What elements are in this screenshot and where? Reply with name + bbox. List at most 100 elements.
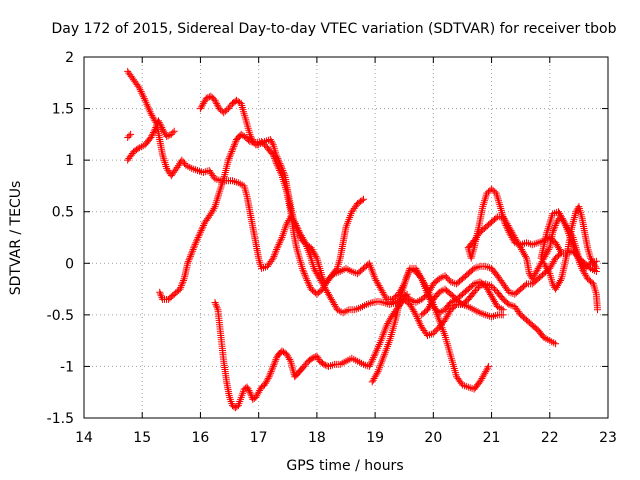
y-axis-label: SDTVAR / TECUs	[8, 181, 24, 296]
data-point	[246, 388, 254, 396]
x-tick-label: 19	[366, 430, 384, 446]
data-point	[228, 148, 236, 155]
data-point	[163, 132, 171, 140]
data-point	[358, 196, 366, 204]
x-tick-label: 17	[250, 430, 268, 446]
data-point	[488, 282, 496, 290]
data-point	[273, 246, 281, 253]
data-point	[164, 166, 172, 174]
data-point	[499, 311, 507, 319]
data-point	[167, 130, 175, 138]
data-point	[414, 314, 421, 322]
data-point	[484, 364, 492, 372]
data-point	[200, 222, 207, 229]
data-point	[312, 252, 320, 260]
data-point	[295, 230, 303, 238]
data-point	[273, 244, 281, 252]
data-point	[286, 356, 294, 363]
data-point	[269, 362, 277, 370]
x-tick-label: 20	[424, 430, 442, 446]
data-point	[195, 232, 203, 240]
data-point	[188, 249, 196, 257]
data-point	[127, 130, 135, 138]
data-point	[196, 230, 204, 238]
data-point	[207, 210, 215, 218]
data-point	[305, 280, 313, 288]
data-point	[213, 100, 221, 108]
y-tick-label: 0.5	[52, 205, 74, 221]
data-point	[157, 292, 165, 300]
data-point	[226, 151, 234, 159]
data-point	[290, 218, 298, 226]
data-point	[271, 357, 279, 365]
x-tick-label: 15	[133, 430, 151, 446]
data-point	[247, 132, 255, 140]
data-point	[442, 273, 450, 281]
x-tick-label: 16	[192, 430, 210, 446]
data-point	[272, 247, 280, 255]
data-point	[275, 156, 282, 164]
series-arc-b	[124, 130, 135, 141]
data-point	[190, 244, 198, 252]
data-point	[415, 318, 423, 326]
data-point	[416, 320, 424, 328]
data-point	[591, 263, 599, 271]
data-point	[136, 86, 144, 94]
data-point	[147, 134, 155, 141]
data-point	[413, 313, 421, 321]
data-point	[279, 167, 287, 174]
data-point	[306, 282, 313, 290]
data-point	[161, 129, 169, 137]
data-point	[557, 277, 564, 284]
data-point	[550, 225, 558, 233]
y-tick-label: -0.5	[47, 308, 74, 324]
data-point	[155, 117, 162, 125]
data-point	[245, 387, 253, 394]
data-point	[367, 359, 375, 367]
data-point	[444, 275, 452, 283]
data-point	[300, 270, 308, 278]
data-point	[274, 154, 282, 162]
data-point	[184, 258, 192, 266]
data-point	[270, 361, 278, 369]
data-point	[140, 93, 147, 101]
data-point	[263, 376, 271, 384]
x-tick-label: 18	[308, 430, 326, 446]
data-point	[276, 239, 284, 247]
data-point	[404, 270, 412, 278]
data-point	[296, 232, 304, 240]
data-point	[551, 222, 559, 229]
data-point	[559, 216, 567, 224]
data-point	[226, 153, 234, 161]
data-point	[276, 237, 284, 245]
data-point	[156, 290, 164, 298]
data-point	[332, 266, 340, 274]
data-point	[231, 139, 239, 147]
data-point	[491, 285, 498, 293]
data-point	[177, 282, 185, 290]
data-point	[451, 302, 459, 310]
data-point	[303, 277, 311, 284]
data-point	[170, 127, 178, 135]
series-arc-i	[418, 280, 560, 348]
data-point	[271, 359, 279, 367]
data-point	[277, 161, 285, 169]
data-point	[192, 239, 200, 247]
data-point	[137, 88, 145, 95]
data-point	[205, 93, 213, 101]
data-point	[138, 89, 146, 97]
data-point	[224, 156, 232, 164]
data-point	[250, 139, 258, 147]
y-tick-label: -1	[60, 359, 74, 375]
data-point	[521, 281, 529, 289]
data-point	[298, 264, 306, 272]
data-point	[186, 254, 194, 262]
data-point	[545, 246, 553, 253]
x-tick-label: 22	[541, 430, 559, 446]
data-point	[178, 280, 186, 288]
data-point	[159, 125, 167, 133]
data-point	[319, 359, 326, 367]
data-point	[473, 285, 481, 293]
data-point	[135, 84, 143, 92]
data-point	[229, 146, 236, 154]
